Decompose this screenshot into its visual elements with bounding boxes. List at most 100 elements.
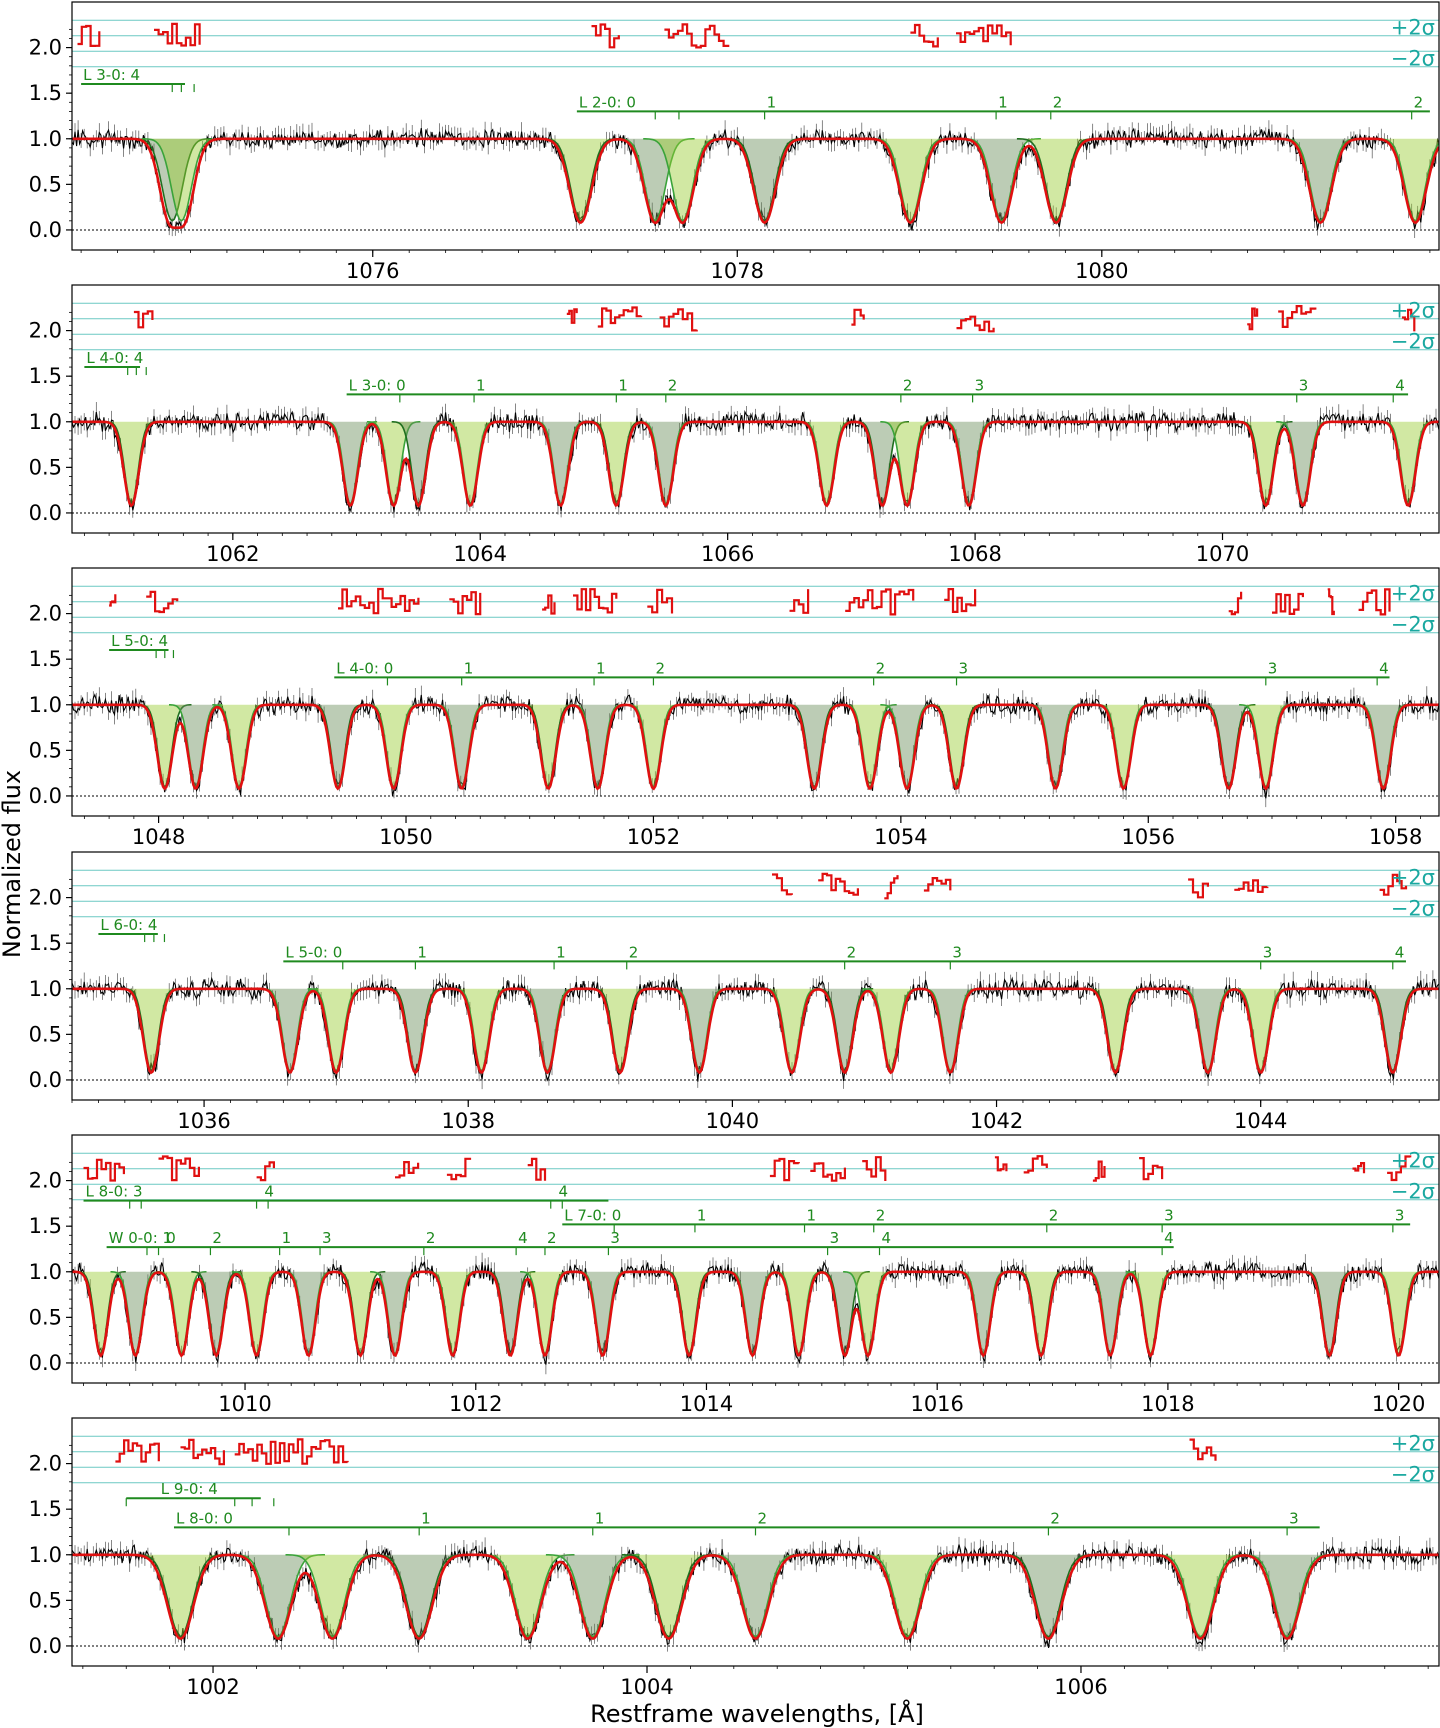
residual-segment: [1189, 1438, 1217, 1461]
x-tick-label: 1016: [910, 1392, 963, 1416]
y-tick-label: 2.0: [29, 1169, 62, 1193]
component-profile-fill: [820, 1271, 870, 1354]
transition-label: 2: [1414, 93, 1424, 111]
sigma-minus-label: −2σ: [1391, 897, 1435, 921]
component-profile-line: [285, 1554, 380, 1638]
residual-segment: [1234, 879, 1269, 893]
component-profile-fill: [1239, 704, 1293, 787]
component-profile-fill: [708, 1554, 803, 1637]
component-profile-fill: [142, 138, 221, 221]
y-tick-label: 0.0: [29, 218, 62, 242]
component-profile-fill: [1276, 421, 1330, 504]
transition-label: 2: [1053, 93, 1063, 111]
x-tick-label: 1012: [449, 1392, 502, 1416]
transition-label: 3: [1164, 1206, 1174, 1224]
transition-label: 2: [629, 943, 639, 961]
x-tick-label: 1050: [379, 825, 432, 849]
transition-label: 1: [556, 943, 566, 961]
component-profile-line: [725, 138, 804, 222]
sigma-plus-label: +2σ: [1391, 582, 1435, 606]
component-profile-fill: [871, 138, 950, 221]
sigma-plus-label: +2σ: [1391, 866, 1435, 890]
residual-segment: [1387, 1155, 1412, 1182]
spectrum-panel: L 6-0: 4 L 5-0: 0 1 1 2 2 3 3 4 +2σ −2σ 0.0 0.5 1.0 1.…: [29, 851, 1440, 1133]
transition-label: 4: [264, 1183, 274, 1201]
transition-label: 1: [417, 943, 427, 961]
y-tick-label: 0.5: [29, 1305, 62, 1329]
component-profile-line: [541, 138, 620, 222]
residual-segment: [647, 588, 674, 614]
transition-label: 3: [1263, 943, 1273, 961]
component-profile-fill: [626, 704, 681, 787]
transition-label: 2: [758, 1509, 768, 1527]
residual-segment: [446, 1157, 472, 1181]
flux-error-bars: [72, 402, 1439, 518]
residual-segment: [923, 877, 952, 892]
total-model-line: [72, 1270, 1439, 1358]
transition-label: 4: [1164, 1229, 1174, 1247]
transition-label: 3: [610, 1229, 620, 1247]
component-profile-fill: [366, 704, 421, 787]
component-profile-line: [142, 138, 221, 222]
transition-label: 1: [767, 93, 777, 111]
residual-segment: [1327, 588, 1335, 616]
component-profile-fill: [370, 1271, 420, 1354]
transition-label: L 6-0: 4: [100, 916, 157, 934]
component-profile-fill: [427, 1271, 478, 1354]
y-tick-label: 0.0: [29, 1068, 62, 1092]
component-profile-line: [231, 1554, 325, 1638]
component-profile-fill: [1016, 1271, 1066, 1354]
component-profile-fill: [958, 1271, 1009, 1354]
component-profile-fill: [621, 1554, 716, 1637]
sigma-minus-label: −2σ: [1391, 1463, 1435, 1487]
x-tick-label: 1014: [680, 1392, 733, 1416]
panel-plot-area: L 4-0: 4 L 3-0: 0 1 1 2 2 3 3 4: [72, 302, 1439, 518]
y-tick-label: 0.5: [29, 1022, 62, 1046]
component-profile-fill: [589, 421, 643, 504]
x-tick-label: 1056: [1122, 825, 1175, 849]
y-tick-label: 0.5: [29, 455, 62, 479]
transition-label: 2: [212, 1229, 222, 1247]
transition-label: 3: [322, 1229, 332, 1247]
transition-label: L 5-0: 4: [111, 632, 168, 650]
x-tick-label: 1002: [186, 1675, 239, 1699]
component-profile-fill: [727, 1271, 778, 1354]
panel-plot-area: L 8-0: 3 4 4L 7-0: 0 1 1 2 2 3 3W 0-0: 10 2 1 3 2 4 2 3…: [72, 1152, 1439, 1375]
residual-segment: [77, 24, 101, 47]
transition-label: 2: [876, 659, 886, 677]
x-tick-label: 1004: [620, 1675, 673, 1699]
component-profile-fill: [1381, 421, 1435, 504]
component-profile-fill: [212, 704, 266, 787]
component-profile-fill: [1356, 704, 1411, 787]
transition-label: L 8-0: 3: [86, 1183, 143, 1201]
component-profile-fill: [1202, 704, 1256, 787]
component-profile-fill: [1240, 1554, 1334, 1637]
total-model-line: [72, 987, 1439, 1075]
component-profile-line: [615, 138, 695, 222]
component-profile-line: [708, 1554, 803, 1638]
transition-label: 4: [559, 1183, 569, 1201]
sigma-minus-label: −2σ: [1391, 1180, 1435, 1204]
x-tick-label: 1062: [206, 542, 259, 566]
y-tick-label: 0.0: [29, 784, 62, 808]
component-profile-line: [1001, 1554, 1096, 1638]
component-profile-fill: [816, 988, 874, 1071]
component-profile-fill: [639, 421, 693, 504]
component-profile-line: [643, 138, 722, 222]
residual-segment: [789, 589, 810, 614]
residual-segment: [1139, 1157, 1164, 1181]
transition-label: 2: [426, 1229, 436, 1247]
component-profile-fill: [366, 421, 421, 504]
component-profile-fill: [773, 1271, 824, 1354]
residual-segment: [956, 24, 1012, 46]
x-tick-label: 1042: [970, 1109, 1023, 1133]
x-tick-label: 1058: [1369, 825, 1422, 849]
residual-segment: [234, 1438, 349, 1465]
component-profile-fill: [843, 1271, 893, 1354]
component-profile-fill: [725, 138, 804, 221]
transition-label: L 5-0: 0: [285, 943, 342, 961]
component-profile-fill: [929, 704, 984, 787]
component-profile-line: [1232, 988, 1290, 1073]
spectrum-panel: L 8-0: 3 4 4L 7-0: 0 1 1 2 2 3 3W 0-0: 10 2 1 3 2 4 2 3…: [29, 1134, 1440, 1416]
y-tick-label: 0.5: [29, 172, 62, 196]
